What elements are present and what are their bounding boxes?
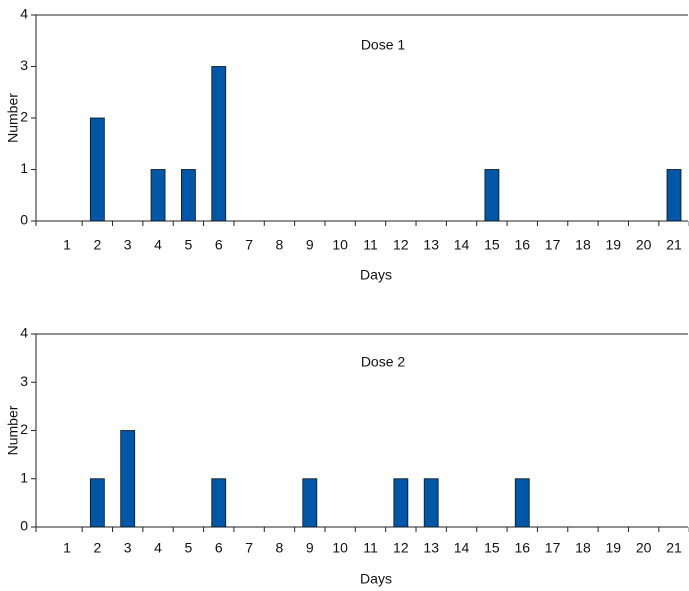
x-tick-label: 19 [606, 237, 622, 253]
bar [89, 117, 105, 222]
x-tick-label: 14 [454, 237, 470, 253]
y-tick-label: 3 [20, 57, 28, 73]
x-tick-label: 11 [363, 540, 378, 556]
x-tick-label: 6 [215, 237, 223, 253]
bar [484, 169, 500, 222]
x-tick-label: 10 [332, 540, 348, 556]
bar [423, 478, 439, 528]
x-tick-label: 5 [185, 237, 193, 253]
y-tick-label: 1 [20, 469, 28, 485]
y-tick-label: 2 [20, 421, 28, 437]
x-tick-label: 21 [666, 540, 682, 556]
bar [150, 169, 166, 222]
x-tick-label: 20 [636, 540, 652, 556]
x-tick-label: 4 [154, 540, 162, 556]
bar [393, 478, 409, 528]
x-tick-label: 17 [545, 237, 561, 253]
y-tick-label: 4 [20, 325, 28, 341]
y-tick-label: 4 [20, 6, 28, 22]
bar [211, 478, 227, 528]
x-tick-label: 1 [63, 237, 71, 253]
x-tick-label: 6 [215, 540, 223, 556]
bar [302, 478, 318, 528]
x-tick-label: 18 [575, 237, 591, 253]
x-tick-label: 8 [276, 540, 284, 556]
x-axis-label: Days [360, 267, 392, 283]
x-tick-label: 11 [363, 237, 378, 253]
x-tick-label: 12 [393, 237, 409, 253]
x-tick-label: 2 [93, 237, 101, 253]
y-tick-label: 3 [20, 373, 28, 389]
bar [180, 169, 196, 222]
y-tick-label: 0 [20, 518, 28, 534]
x-tick-label: 9 [306, 540, 314, 556]
x-tick-label: 9 [306, 237, 314, 253]
x-tick-label: 16 [514, 540, 530, 556]
x-tick-label: 3 [124, 237, 132, 253]
x-tick-label: 8 [276, 237, 284, 253]
x-tick-label: 19 [606, 540, 622, 556]
x-tick-label: 4 [154, 237, 162, 253]
x-tick-label: 7 [245, 540, 253, 556]
x-tick-label: 15 [484, 237, 500, 253]
bar [120, 430, 136, 528]
y-tick-label: 2 [20, 109, 28, 125]
x-tick-label: 5 [185, 540, 193, 556]
x-tick-label: 20 [636, 237, 652, 253]
bar [666, 169, 682, 222]
y-tick-label: 1 [20, 160, 28, 176]
x-tick-label: 10 [332, 237, 348, 253]
x-tick-label: 12 [393, 540, 409, 556]
y-axis-label: Number [5, 93, 21, 143]
x-tick-label: 14 [454, 540, 470, 556]
x-tick-label: 17 [545, 540, 561, 556]
x-tick-label: 1 [63, 540, 71, 556]
bar [514, 478, 530, 528]
x-tick-label: 13 [423, 237, 439, 253]
y-axis-label: Number [5, 405, 21, 455]
chart-title: Dose 1 [361, 37, 406, 53]
x-tick-label: 2 [93, 540, 101, 556]
x-tick-label: 3 [124, 540, 132, 556]
x-tick-label: 7 [245, 237, 253, 253]
x-tick-label: 13 [423, 540, 439, 556]
chart-title: Dose 2 [361, 354, 406, 370]
x-tick-label: 18 [575, 540, 591, 556]
x-tick-label: 16 [514, 237, 530, 253]
x-tick-label: 21 [666, 237, 682, 253]
x-tick-label: 15 [484, 540, 500, 556]
x-axis-label: Days [360, 571, 392, 587]
bar [89, 478, 105, 528]
bar [211, 66, 227, 222]
y-tick-label: 0 [20, 212, 28, 228]
